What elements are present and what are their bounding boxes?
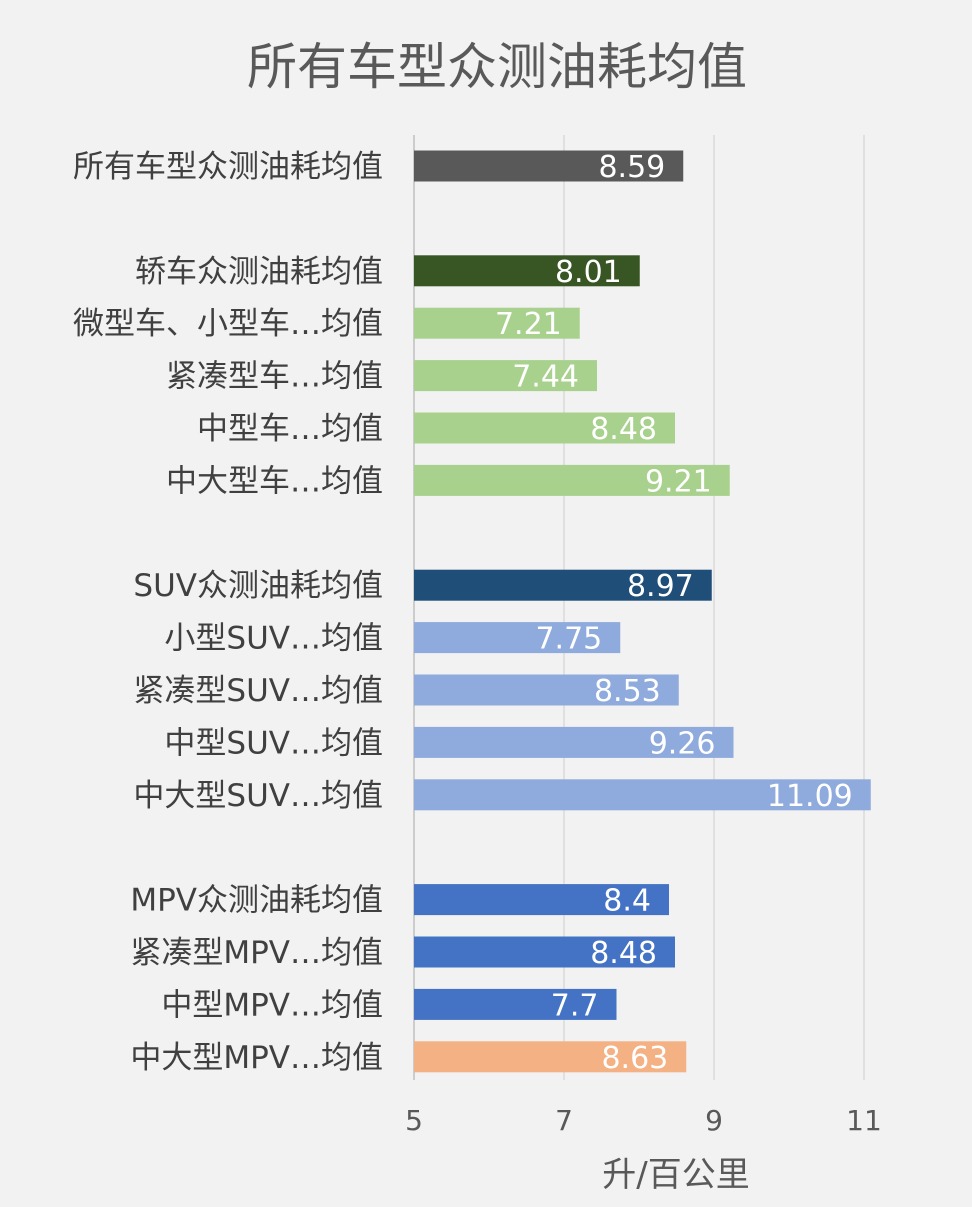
category-labels: 所有车型众测油耗均值轿车众测油耗均值微型车、小型车…均值紧凑型车…均值中型车…均… xyxy=(73,149,383,1076)
data-label: 8.01 xyxy=(555,255,622,290)
data-label: 7.7 xyxy=(551,988,599,1023)
data-label: 7.21 xyxy=(495,307,562,342)
category-label: 中型车…均值 xyxy=(197,411,383,447)
category-label: 中型SUV…均值 xyxy=(164,725,383,761)
bar xyxy=(414,360,597,392)
data-label: 8.63 xyxy=(601,1041,668,1076)
data-label: 9.21 xyxy=(645,464,712,499)
bar xyxy=(414,674,679,706)
x-axis-title: 升/百公里 xyxy=(602,1155,749,1195)
data-label: 11.09 xyxy=(767,779,853,814)
category-label: 紧凑型MPV…均值 xyxy=(130,935,383,971)
bars: 8.59 8.01 7.21 7.44 8.48 9.21 8.97 7.75 8.53 9.26… xyxy=(414,150,871,1076)
category-label: 轿车众测油耗均值 xyxy=(135,254,383,290)
x-axis-ticks: 5 7 9 11 xyxy=(405,1104,882,1137)
category-label: 中大型SUV…均值 xyxy=(133,778,383,814)
category-label: 所有车型众测油耗均值 xyxy=(73,149,383,185)
bar xyxy=(414,884,669,916)
bar xyxy=(414,726,734,758)
bar xyxy=(414,464,730,496)
bar xyxy=(414,569,712,601)
bar xyxy=(414,1041,687,1073)
data-label: 8.48 xyxy=(590,936,657,971)
data-label: 8.59 xyxy=(598,150,665,185)
data-label: 8.97 xyxy=(627,569,694,604)
category-label: SUV众测油耗均值 xyxy=(133,568,383,604)
category-label: 中大型车…均值 xyxy=(166,463,383,499)
chart-title: 所有车型众测油耗均值 xyxy=(247,38,747,96)
bar xyxy=(414,622,621,654)
data-label: 7.75 xyxy=(535,622,602,657)
x-tick-label: 11 xyxy=(846,1104,882,1137)
bar xyxy=(414,150,684,182)
x-tick-label: 9 xyxy=(705,1104,723,1137)
bar xyxy=(414,936,675,968)
bar xyxy=(414,412,675,444)
category-label: 紧凑型SUV…均值 xyxy=(133,673,383,709)
data-label: 8.48 xyxy=(590,412,657,447)
category-label: 中大型MPV…均值 xyxy=(130,1040,383,1076)
category-label: 紧凑型车…均值 xyxy=(166,359,383,395)
bar xyxy=(414,307,580,339)
category-label: 中型MPV…均值 xyxy=(161,987,383,1023)
bar xyxy=(414,988,617,1020)
x-tick-label: 5 xyxy=(405,1104,423,1137)
data-label: 8.4 xyxy=(603,884,651,919)
data-label: 8.53 xyxy=(594,674,661,709)
gridlines xyxy=(413,135,865,1080)
data-label: 7.44 xyxy=(512,360,579,395)
category-label: 微型车、小型车…均值 xyxy=(73,306,383,342)
data-label: 9.26 xyxy=(649,726,716,761)
bar xyxy=(414,255,640,287)
category-label: 小型SUV…均值 xyxy=(164,621,383,657)
category-label: MPV众测油耗均值 xyxy=(130,883,383,919)
x-tick-label: 7 xyxy=(555,1104,573,1137)
bar xyxy=(414,779,871,811)
